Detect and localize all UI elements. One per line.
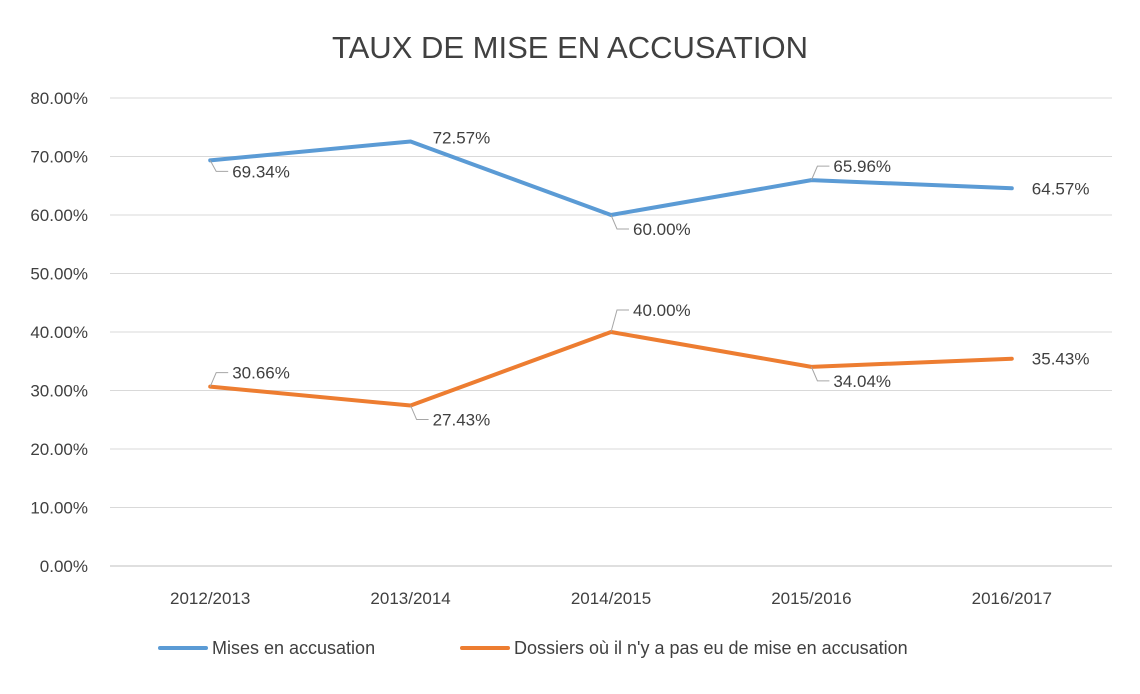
y-tick-label: 70.00% (30, 148, 88, 167)
leader-line (810, 165, 830, 181)
y-tick-label: 0.00% (40, 557, 88, 576)
legend-label: Dossiers où il n'y a pas eu de mise en a… (514, 638, 908, 658)
leader-line (610, 309, 629, 333)
chart-title: TAUX DE MISE EN ACCUSATION (332, 30, 808, 65)
series-line (208, 139, 1014, 217)
x-tick-label: 2013/2014 (370, 589, 450, 608)
legend: Mises en accusation Dossiers où il n'y a … (158, 638, 908, 658)
series-line (208, 330, 1014, 408)
data-label: 60.00% (633, 220, 691, 239)
data-label: 64.57% (1032, 179, 1090, 198)
y-tick-label: 20.00% (30, 440, 88, 459)
legend-label: Mises en accusation (212, 638, 375, 658)
leader-line (209, 372, 229, 387)
x-tick-label: 2014/2015 (571, 589, 651, 608)
data-label: 69.34% (232, 162, 290, 181)
data-label: 65.96% (833, 157, 891, 176)
leader-line (810, 366, 830, 382)
x-tick-label: 2015/2016 (771, 589, 851, 608)
y-tick-label: 50.00% (30, 265, 88, 284)
data-labels: 69.34% 72.57% 60.00% 65.96% 64.57% 30.66% 27.4… (209, 128, 1090, 430)
leader-line (410, 405, 429, 421)
y-tick-label: 60.00% (30, 206, 88, 225)
data-label: 30.66% (232, 364, 290, 383)
x-axis-tick-labels: 2012/2013 2013/2014 2014/2015 2015/2016 2016… (170, 589, 1052, 608)
x-tick-label: 2016/2017 (972, 589, 1052, 608)
leader-line (209, 160, 229, 172)
y-tick-label: 10.00% (30, 499, 88, 518)
y-tick-label: 30.00% (30, 382, 88, 401)
y-axis-tick-labels: 0.00% 10.00% 20.00% 30.00% 40.00% 50.00% 60.00… (30, 89, 88, 576)
y-tick-label: 40.00% (30, 323, 88, 342)
data-label: 72.57% (433, 128, 491, 147)
data-label: 40.00% (633, 301, 691, 320)
leader-line (610, 214, 629, 230)
data-label: 35.43% (1032, 350, 1090, 369)
data-label: 34.04% (833, 372, 891, 391)
y-tick-label: 80.00% (30, 89, 88, 108)
x-tick-label: 2012/2013 (170, 589, 250, 608)
data-label: 27.43% (433, 411, 491, 430)
